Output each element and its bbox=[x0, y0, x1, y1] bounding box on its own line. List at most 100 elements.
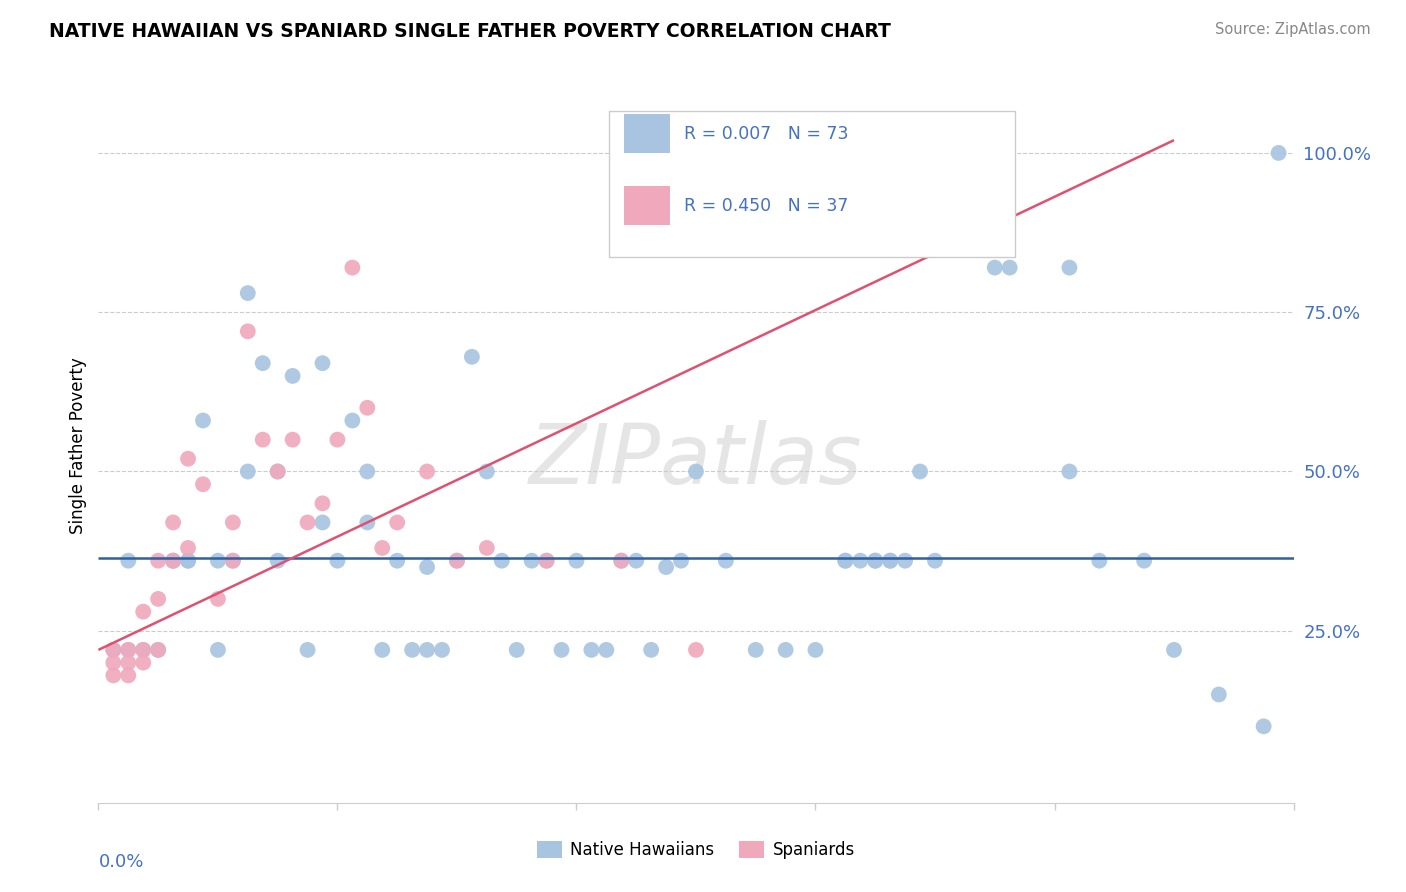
Point bbox=[132, 605, 155, 619]
Point bbox=[236, 465, 259, 479]
Point bbox=[595, 643, 617, 657]
Point bbox=[252, 356, 274, 370]
Point bbox=[132, 656, 155, 670]
Point bbox=[207, 591, 229, 606]
Point bbox=[297, 643, 319, 657]
Point bbox=[162, 554, 184, 568]
Point bbox=[103, 656, 125, 670]
Point bbox=[148, 643, 170, 657]
Point bbox=[401, 643, 423, 657]
Point bbox=[103, 643, 125, 657]
Text: NATIVE HAWAIIAN VS SPANIARD SINGLE FATHER POVERTY CORRELATION CHART: NATIVE HAWAIIAN VS SPANIARD SINGLE FATHE… bbox=[49, 22, 891, 41]
Point bbox=[685, 643, 707, 657]
Point bbox=[1208, 688, 1230, 702]
Point bbox=[267, 465, 290, 479]
Point bbox=[745, 643, 768, 657]
Point bbox=[849, 554, 872, 568]
Point bbox=[685, 465, 707, 479]
Y-axis label: Single Father Poverty: Single Father Poverty bbox=[69, 358, 87, 534]
Point bbox=[416, 560, 439, 574]
Point bbox=[326, 554, 349, 568]
Point bbox=[132, 643, 155, 657]
Point bbox=[775, 643, 797, 657]
Point bbox=[626, 554, 648, 568]
Point bbox=[311, 516, 333, 530]
Point bbox=[311, 356, 333, 370]
Point bbox=[416, 643, 439, 657]
Point bbox=[191, 477, 214, 491]
Point bbox=[446, 554, 468, 568]
Point bbox=[191, 413, 214, 427]
Point bbox=[148, 643, 170, 657]
Point bbox=[222, 554, 245, 568]
Text: Source: ZipAtlas.com: Source: ZipAtlas.com bbox=[1215, 22, 1371, 37]
Point bbox=[297, 516, 319, 530]
Point bbox=[1267, 145, 1289, 160]
Point bbox=[117, 643, 139, 657]
Point bbox=[430, 643, 453, 657]
Point bbox=[371, 541, 394, 555]
Point bbox=[281, 433, 304, 447]
Point bbox=[177, 541, 200, 555]
Point bbox=[506, 643, 529, 657]
Point bbox=[222, 516, 245, 530]
Point bbox=[207, 643, 229, 657]
Point bbox=[998, 260, 1021, 275]
Point bbox=[103, 668, 125, 682]
Point bbox=[610, 554, 633, 568]
Legend: Native Hawaiians, Spaniards: Native Hawaiians, Spaniards bbox=[530, 834, 862, 866]
Point bbox=[162, 554, 184, 568]
Point bbox=[475, 541, 498, 555]
Point bbox=[148, 554, 170, 568]
Point bbox=[520, 554, 543, 568]
Point bbox=[177, 451, 200, 466]
Point bbox=[236, 286, 259, 301]
Point bbox=[610, 554, 633, 568]
Point bbox=[267, 465, 290, 479]
Point bbox=[924, 554, 946, 568]
Point bbox=[117, 656, 139, 670]
Point bbox=[550, 643, 572, 657]
Point bbox=[148, 591, 170, 606]
Point bbox=[117, 554, 139, 568]
Point bbox=[714, 554, 737, 568]
Point bbox=[177, 554, 200, 568]
Point bbox=[446, 554, 468, 568]
Point bbox=[103, 643, 125, 657]
Point bbox=[894, 554, 917, 568]
Point bbox=[804, 643, 827, 657]
Point bbox=[342, 260, 364, 275]
Point bbox=[326, 433, 349, 447]
Bar bbox=[624, 186, 669, 225]
Point bbox=[879, 554, 901, 568]
Point bbox=[371, 643, 394, 657]
Bar bbox=[624, 114, 669, 153]
Point bbox=[385, 516, 409, 530]
Point bbox=[1059, 260, 1081, 275]
Point bbox=[865, 554, 887, 568]
Point bbox=[356, 516, 378, 530]
Point bbox=[117, 643, 139, 657]
Point bbox=[655, 560, 678, 574]
Point bbox=[162, 516, 184, 530]
Text: ZIPatlas: ZIPatlas bbox=[529, 420, 863, 500]
Point bbox=[356, 465, 378, 479]
Point bbox=[491, 554, 513, 568]
Point bbox=[177, 554, 200, 568]
Point bbox=[565, 554, 588, 568]
Point bbox=[1088, 554, 1111, 568]
Point bbox=[1163, 643, 1185, 657]
Text: 0.0%: 0.0% bbox=[98, 853, 143, 871]
Point bbox=[117, 668, 139, 682]
Point bbox=[252, 433, 274, 447]
Point bbox=[834, 554, 856, 568]
Point bbox=[132, 643, 155, 657]
Point bbox=[984, 260, 1007, 275]
Point bbox=[834, 554, 856, 568]
Point bbox=[879, 554, 901, 568]
Point bbox=[1133, 554, 1156, 568]
FancyBboxPatch shape bbox=[609, 111, 1015, 257]
Point bbox=[536, 554, 558, 568]
Point bbox=[236, 324, 259, 338]
Point bbox=[222, 554, 245, 568]
